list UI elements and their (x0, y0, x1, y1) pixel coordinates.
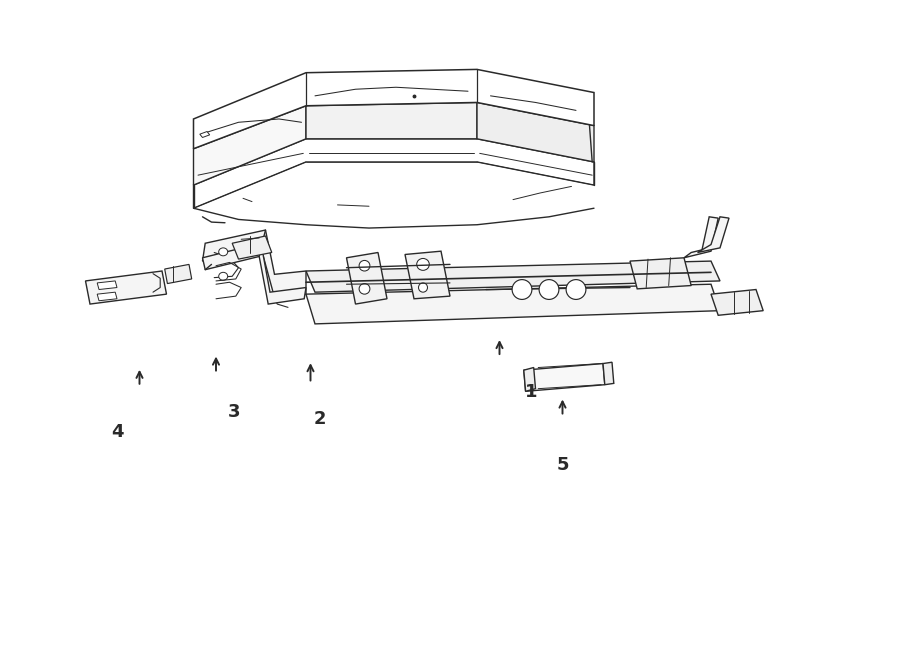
Ellipse shape (566, 280, 586, 299)
Polygon shape (524, 368, 536, 391)
Ellipse shape (359, 260, 370, 271)
Polygon shape (477, 102, 594, 162)
Polygon shape (202, 243, 306, 304)
Polygon shape (630, 258, 691, 289)
Polygon shape (97, 281, 117, 290)
Polygon shape (202, 230, 306, 297)
Polygon shape (232, 236, 272, 259)
Polygon shape (684, 217, 718, 258)
Ellipse shape (219, 272, 228, 280)
Polygon shape (165, 264, 192, 284)
Polygon shape (711, 290, 763, 315)
Polygon shape (306, 284, 720, 324)
Ellipse shape (418, 283, 427, 292)
Ellipse shape (539, 280, 559, 299)
Polygon shape (698, 217, 729, 253)
Polygon shape (306, 102, 477, 139)
Polygon shape (306, 261, 720, 292)
Polygon shape (524, 364, 605, 391)
Ellipse shape (417, 258, 429, 270)
Ellipse shape (359, 284, 370, 294)
Polygon shape (97, 292, 117, 301)
Polygon shape (200, 132, 210, 137)
Ellipse shape (512, 280, 532, 299)
Text: 1: 1 (525, 383, 537, 401)
Text: 2: 2 (313, 410, 326, 428)
Polygon shape (194, 139, 594, 208)
Text: 3: 3 (228, 403, 240, 421)
Text: 5: 5 (556, 456, 569, 474)
Ellipse shape (219, 248, 228, 256)
Text: 4: 4 (111, 423, 123, 441)
Polygon shape (194, 106, 306, 185)
Polygon shape (346, 253, 387, 304)
Polygon shape (86, 271, 166, 304)
Polygon shape (405, 251, 450, 299)
Polygon shape (603, 362, 614, 385)
Polygon shape (194, 69, 594, 149)
